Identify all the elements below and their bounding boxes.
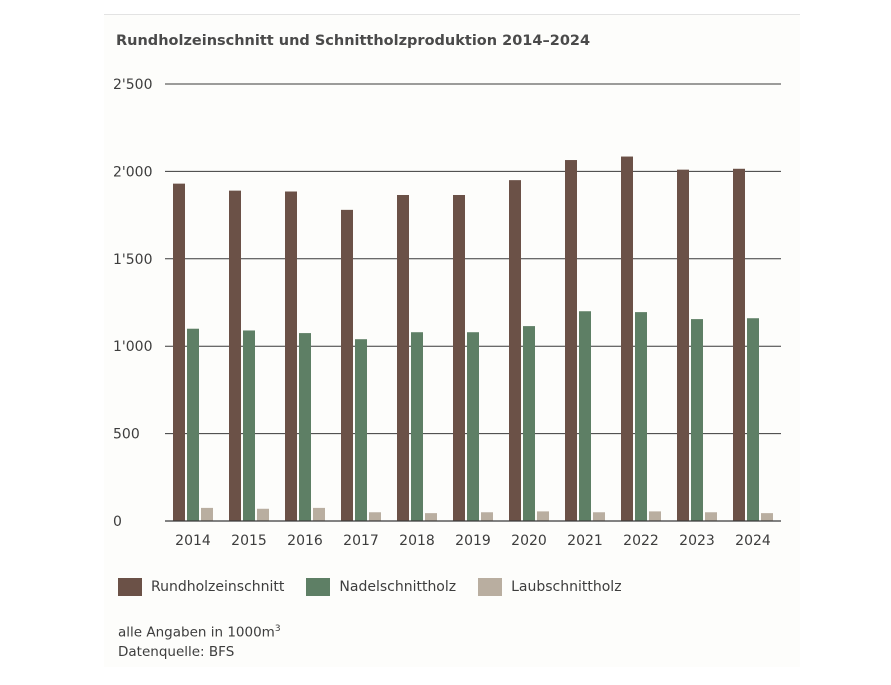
x-tick-label-2017: 2017 — [343, 533, 379, 549]
x-tick-label-2020: 2020 — [511, 533, 547, 549]
bar-nadelschnittholz-2016 — [299, 333, 311, 521]
bar-nadelschnittholz-2019 — [467, 332, 479, 521]
x-tick-label-2023: 2023 — [679, 533, 715, 549]
bar-nadelschnittholz-2014 — [187, 328, 199, 521]
bar-laubschnittholz-2017 — [369, 512, 381, 521]
bar-rundholzeinschnitt-2020 — [509, 180, 521, 521]
source-note: Datenquelle: BFS — [118, 643, 235, 660]
bar-laubschnittholz-2021 — [593, 512, 605, 521]
y-tick-label-2500: 2'500 — [113, 77, 152, 93]
legend-item-nadelschnittholz: Nadelschnittholz — [306, 578, 456, 596]
bar-rundholzeinschnitt-2016 — [285, 191, 297, 521]
bar-laubschnittholz-2019 — [481, 512, 493, 521]
bar-rundholzeinschnitt-2023 — [677, 169, 689, 522]
bar-laubschnittholz-2022 — [649, 511, 661, 521]
legend-item-rundholzeinschnitt: Rundholzeinschnitt — [118, 578, 284, 596]
bar-rundholzeinschnitt-2015 — [229, 190, 241, 522]
legend: Rundholzeinschnitt Nadelschnittholz Laub… — [118, 578, 644, 596]
chart-notes: alle Angaben in 1000m3 Datenquelle: BFS — [118, 620, 281, 662]
x-tick-label-2015: 2015 — [231, 533, 267, 549]
bar-laubschnittholz-2016 — [313, 507, 325, 521]
legend-item-laubschnittholz: Laubschnittholz — [478, 578, 622, 596]
x-tick-label-2018: 2018 — [399, 533, 435, 549]
bar-rundholzeinschnitt-2022 — [621, 156, 633, 522]
bar-nadelschnittholz-2024 — [747, 318, 759, 521]
bar-nadelschnittholz-2015 — [243, 330, 255, 521]
legend-swatch-nadelschnittholz — [306, 578, 331, 596]
legend-label-laubschnittholz: Laubschnittholz — [511, 579, 622, 595]
bar-rundholzeinschnitt-2014 — [173, 183, 185, 522]
bar-laubschnittholz-2014 — [201, 507, 213, 521]
x-tick-label-2022: 2022 — [623, 533, 659, 549]
y-tick-label-500: 500 — [113, 427, 140, 443]
bar-rundholzeinschnitt-2024 — [733, 168, 745, 521]
y-tick-label-2000: 2'000 — [113, 164, 152, 180]
bar-rundholzeinschnitt-2018 — [397, 194, 409, 522]
bar-rundholzeinschnitt-2017 — [341, 209, 353, 521]
bar-nadelschnittholz-2017 — [355, 339, 367, 521]
unit-note-superscript: 3 — [274, 624, 281, 634]
bar-nadelschnittholz-2021 — [579, 311, 591, 521]
legend-swatch-laubschnittholz — [478, 578, 503, 596]
bar-laubschnittholz-2023 — [705, 512, 717, 521]
legend-label-rundholzeinschnitt: Rundholzeinschnitt — [151, 579, 285, 595]
bar-nadelschnittholz-2020 — [523, 326, 535, 521]
bar-nadelschnittholz-2022 — [635, 312, 647, 521]
x-tick-label-2016: 2016 — [287, 533, 323, 549]
x-tick-label-2014: 2014 — [175, 533, 211, 549]
bar-laubschnittholz-2015 — [257, 508, 269, 521]
bar-laubschnittholz-2018 — [425, 513, 437, 521]
x-tick-label-2021: 2021 — [567, 533, 603, 549]
legend-swatch-rundholzeinschnitt — [118, 578, 142, 596]
y-tick-label-1000: 1'000 — [113, 339, 152, 355]
x-tick-label-2024: 2024 — [735, 533, 771, 549]
bar-nadelschnittholz-2023 — [691, 319, 703, 521]
chart-title: Rundholzeinschnitt und Schnittholzproduk… — [116, 33, 591, 49]
y-tick-label-1500: 1'500 — [113, 252, 152, 268]
legend-label-nadelschnittholz: Nadelschnittholz — [339, 579, 457, 595]
y-tick-label-0: 0 — [113, 514, 122, 530]
unit-note: alle Angaben in 1000m3 — [118, 620, 281, 643]
bar-laubschnittholz-2024 — [761, 513, 773, 521]
unit-note-text: alle Angaben in 1000m — [118, 624, 275, 641]
bar-laubschnittholz-2020 — [537, 511, 549, 521]
x-tick-label-2019: 2019 — [455, 533, 491, 549]
bar-rundholzeinschnitt-2021 — [565, 160, 577, 521]
bar-rundholzeinschnitt-2019 — [453, 194, 465, 522]
bar-nadelschnittholz-2018 — [411, 332, 423, 521]
